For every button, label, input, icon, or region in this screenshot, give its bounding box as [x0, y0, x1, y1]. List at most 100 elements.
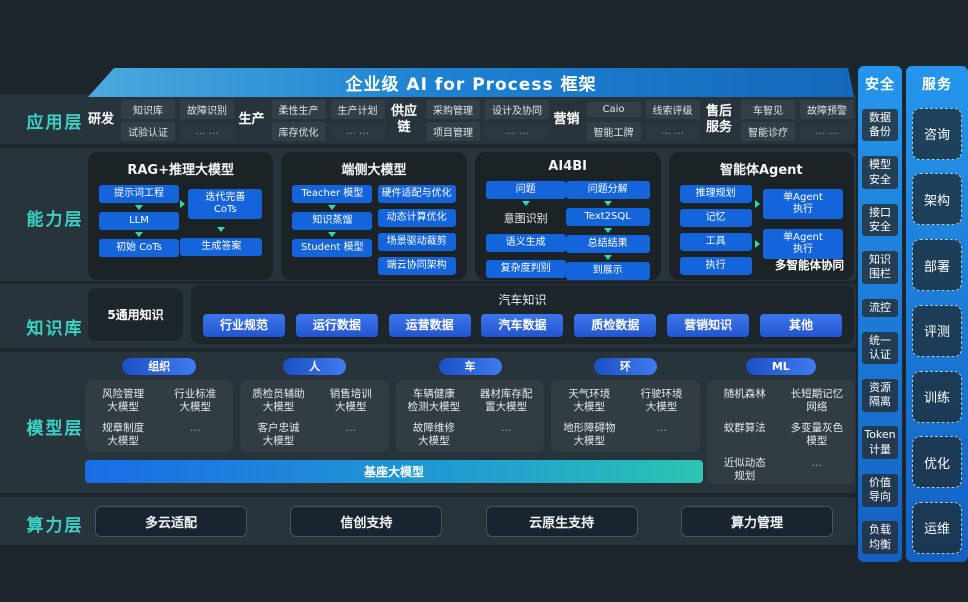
step-node: 提示词工程 — [99, 185, 179, 203]
service-item: 优化 — [912, 436, 962, 489]
layer-label-capability: 能力层 — [26, 210, 84, 230]
app-chip-grid: 柔性生产 生产计划 库存优化 … … — [271, 99, 385, 141]
feature-node: 端云协同架构 — [377, 257, 456, 275]
model-group-pill: ML — [745, 358, 816, 375]
app-chip: 库存优化 — [271, 121, 326, 141]
services-column: 服务 咨询 架构 部署 评测 训练 优化 运维 — [906, 66, 968, 562]
app-chip: Caio — [586, 101, 641, 117]
model-cell: 多变量灰色 模型 — [790, 422, 844, 448]
model-group-box: 质检员辅助 大模型 销售培训 大模型 客户忠诚 大模型 … — [240, 380, 389, 452]
model-cell-more: … — [190, 422, 201, 435]
capability-box-title: RAG+推理大模型 — [127, 163, 234, 178]
app-chip: 智能诊疗 — [740, 121, 795, 141]
services-title: 服务 — [922, 77, 952, 93]
app-chip: 线索评级 — [645, 99, 700, 119]
arrow-down-icon — [135, 205, 143, 210]
application-row: 研发 知识库 故障识别 试验认证 … … 生产 柔性生产 生产计划 库存优化 …… — [88, 99, 854, 141]
knowledge-pill: 其他 — [759, 314, 842, 337]
app-group-supply-chain: 供应链 采购管理 设计及协同 项目管理 … … — [389, 99, 549, 141]
app-group-label: 生产 — [238, 112, 265, 128]
framework-banner: 企业级 AI for Process 框架 — [88, 68, 854, 97]
model-cell: 行驶环境 大模型 — [640, 388, 683, 414]
capability-box-title: AI4BI — [548, 159, 587, 174]
component-node: 执行 — [679, 257, 752, 275]
executor-node: 单Agent 执行 — [762, 189, 843, 219]
ai4bi-left: 问题 意图识别 语义生成 复杂度判别 — [485, 181, 566, 280]
app-chip: 柔性生产 — [271, 99, 326, 119]
model-group-environment: 环 天气环境 大模型 行驶环境 大模型 地形障碍物 大模型 … — [551, 358, 700, 452]
model-cell: 行业标准 大模型 — [174, 388, 217, 414]
service-item: 训练 — [912, 370, 962, 423]
ai4bi-right: 问题分解 Text2SQL 总结结果 到展示 — [565, 181, 650, 280]
security-item: 模型 安全 — [862, 156, 898, 189]
agent-executors: 单Agent 执行 单Agent 执行 — [754, 189, 843, 275]
security-item: 接口 安全 — [862, 203, 898, 237]
step-text: 意图识别 — [503, 212, 548, 225]
model-group-pill: 环 — [593, 358, 657, 375]
app-chip-more: … … — [799, 123, 854, 139]
model-cell: 天气环境 大模型 — [568, 388, 611, 414]
app-chip: 项目管理 — [426, 121, 480, 141]
model-cell: 长短期记忆 网络 — [790, 388, 844, 414]
security-item: 知识 围栏 — [862, 251, 898, 284]
layer-label-model: 模型层 — [26, 419, 84, 439]
model-group-box: 天气环境 大模型 行驶环境 大模型 地形障碍物 大模型 … — [551, 380, 700, 452]
app-chip-grid: 知识库 故障识别 试验认证 … … — [121, 99, 235, 141]
security-column: 安全 数据 备份 模型 安全 接口 安全 知识 围栏 流控 统一 认证 资源 隔… — [858, 66, 902, 562]
feature-node: 动态计算优化 — [377, 209, 456, 227]
capability-box-title: 智能体Agent — [719, 163, 803, 178]
model-cell-more: … — [811, 456, 823, 469]
edge-pipeline: Teacher 模型 知识蒸馏 Student 模型 — [292, 185, 373, 275]
app-chip-more: … … — [485, 123, 549, 139]
rag-pipeline-right: 迭代完善 CoTs 生成答案 — [180, 185, 263, 257]
model-cell: 规章制度 大模型 — [102, 422, 145, 448]
app-group-rd: 研发 知识库 故障识别 试验认证 … … — [88, 99, 235, 141]
knowledge-pill: 汽车数据 — [481, 314, 564, 337]
app-chip: 采购管理 — [426, 99, 480, 119]
step-node: Teacher 模型 — [292, 185, 373, 203]
step-node: 总结结果 — [565, 235, 650, 253]
step-node: Text2SQL — [565, 208, 650, 226]
banner-title: 企业级 AI for Process 框架 — [345, 75, 597, 95]
model-cell: 地形障碍物 大模型 — [563, 422, 616, 448]
model-cell: 故障维修 大模型 — [412, 422, 455, 448]
security-item: 数据 备份 — [862, 108, 898, 142]
model-group-box: 风险管理 大模型 行业标准 大模型 规章制度 大模型 … — [85, 380, 234, 452]
service-item: 部署 — [912, 239, 962, 292]
layer-label-application: 应用层 — [26, 113, 84, 133]
arrow-down-icon — [521, 201, 530, 206]
service-item: 运维 — [912, 501, 962, 554]
capability-row: RAG+推理大模型 提示词工程 LLM 初始 CoTs 迭代完善 CoTs 生成… — [88, 152, 854, 280]
compute-row: 多云适配 信创支持 云原生支持 算力管理 — [95, 506, 833, 537]
knowledge-pill: 运行数据 — [295, 314, 378, 337]
layer-label-compute: 算力层 — [26, 516, 84, 536]
compute-item: 云原生支持 — [485, 506, 638, 537]
model-group-pill: 组织 — [122, 358, 197, 375]
agent-components: 推理规划 记忆 工具 执行 — [679, 185, 752, 275]
app-group-label: 研发 — [88, 112, 115, 128]
model-cell: 随机森林 — [723, 388, 766, 400]
arrow-right-icon — [754, 240, 760, 248]
app-group-label: 供应链 — [390, 104, 417, 135]
base-model-bar: 基座大模型 — [85, 460, 703, 483]
app-chip-more: … … — [645, 123, 700, 139]
step-node: 生成答案 — [180, 238, 263, 256]
security-title: 安全 — [865, 77, 895, 93]
step-node: 初始 CoTs — [99, 239, 179, 257]
arrow-right-icon — [180, 200, 186, 208]
security-item: Token 计量 — [862, 426, 898, 460]
security-item: 流控 — [862, 298, 898, 317]
app-chip: 智能工牌 — [586, 121, 641, 141]
app-group-label: 售后服务 — [705, 104, 732, 135]
app-group-label: 营销 — [553, 112, 580, 128]
step-node: 语义生成 — [485, 234, 566, 252]
app-group-production: 生产 柔性生产 生产计划 库存优化 … … — [238, 99, 385, 141]
security-item: 统一 认证 — [862, 331, 898, 365]
model-row: 组织 风险管理 大模型 行业标准 大模型 规章制度 大模型 … 人 质检员辅助 … — [85, 358, 856, 484]
model-cell: 车辆健康 检测大模型 — [407, 388, 461, 414]
model-cell-more: … — [656, 422, 667, 435]
auto-knowledge-box: 汽车知识 行业规范 运行数据 运营数据 汽车数据 质检数据 营销知识 其他 — [191, 285, 854, 344]
layer-label-knowledge: 知识库 — [26, 319, 84, 339]
arrow-down-icon — [135, 232, 143, 237]
app-chip: 试验认证 — [121, 121, 176, 141]
